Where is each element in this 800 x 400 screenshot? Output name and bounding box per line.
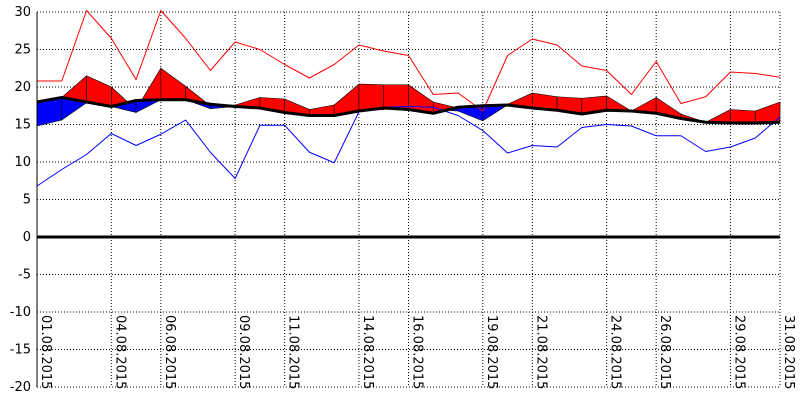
x-tick-label: 21.08.2015 bbox=[533, 315, 548, 389]
y-tick-label: 5 bbox=[23, 193, 31, 208]
y-tick-label: 20 bbox=[14, 80, 31, 95]
cold-deviation-area bbox=[482, 104, 509, 122]
y-tick-label: -10 bbox=[10, 305, 31, 320]
x-tick-label: 01.08.2015 bbox=[38, 315, 53, 389]
x-tick-label: 31.08.2015 bbox=[781, 315, 796, 389]
x-axis: 01.08.2015 04.08.2015 06.08.2015 09.08.2015… bbox=[38, 315, 796, 389]
x-tick-label: 09.08.2015 bbox=[236, 315, 251, 389]
y-tick-label: -20 bbox=[10, 380, 31, 395]
warm-deviation-area bbox=[309, 104, 335, 116]
reference-mean-line bbox=[36, 96, 781, 125]
y-tick-label: 0 bbox=[23, 230, 31, 245]
x-tick-label: 24.08.2015 bbox=[608, 315, 623, 389]
warm-deviation-area bbox=[141, 67, 162, 101]
x-tick-label: 19.08.2015 bbox=[484, 315, 499, 389]
x-tick-label: 14.08.2015 bbox=[360, 315, 375, 389]
x-tick-label: 16.08.2015 bbox=[410, 315, 425, 389]
y-tick-label: 25 bbox=[14, 43, 31, 58]
warm-deviation-area bbox=[606, 95, 633, 112]
y-tick-label: 30 bbox=[14, 5, 31, 20]
min-temperature-line bbox=[36, 106, 781, 187]
y-tick-label: -15 bbox=[10, 343, 31, 358]
y-axis: -20 -15 -10 -5 0 5 10 15 20 25 30 bbox=[10, 5, 38, 395]
x-tick-label: 29.08.2015 bbox=[731, 315, 746, 389]
grid bbox=[36, 11, 781, 388]
x-tick-label: 06.08.2015 bbox=[162, 315, 177, 389]
y-tick-label: 15 bbox=[14, 118, 31, 133]
y-tick-label: 10 bbox=[14, 155, 31, 170]
y-tick-label: -5 bbox=[18, 268, 31, 283]
max-temperature-line bbox=[37, 10, 781, 112]
warm-deviation-area bbox=[160, 67, 186, 101]
x-tick-label: 04.08.2015 bbox=[112, 315, 127, 389]
series-lines bbox=[36, 10, 781, 187]
warm-deviation-area bbox=[730, 109, 756, 124]
warm-deviation-area bbox=[383, 84, 409, 110]
x-tick-label: 26.08.2015 bbox=[657, 315, 672, 389]
x-tick-label: 11.08.2015 bbox=[286, 315, 301, 389]
